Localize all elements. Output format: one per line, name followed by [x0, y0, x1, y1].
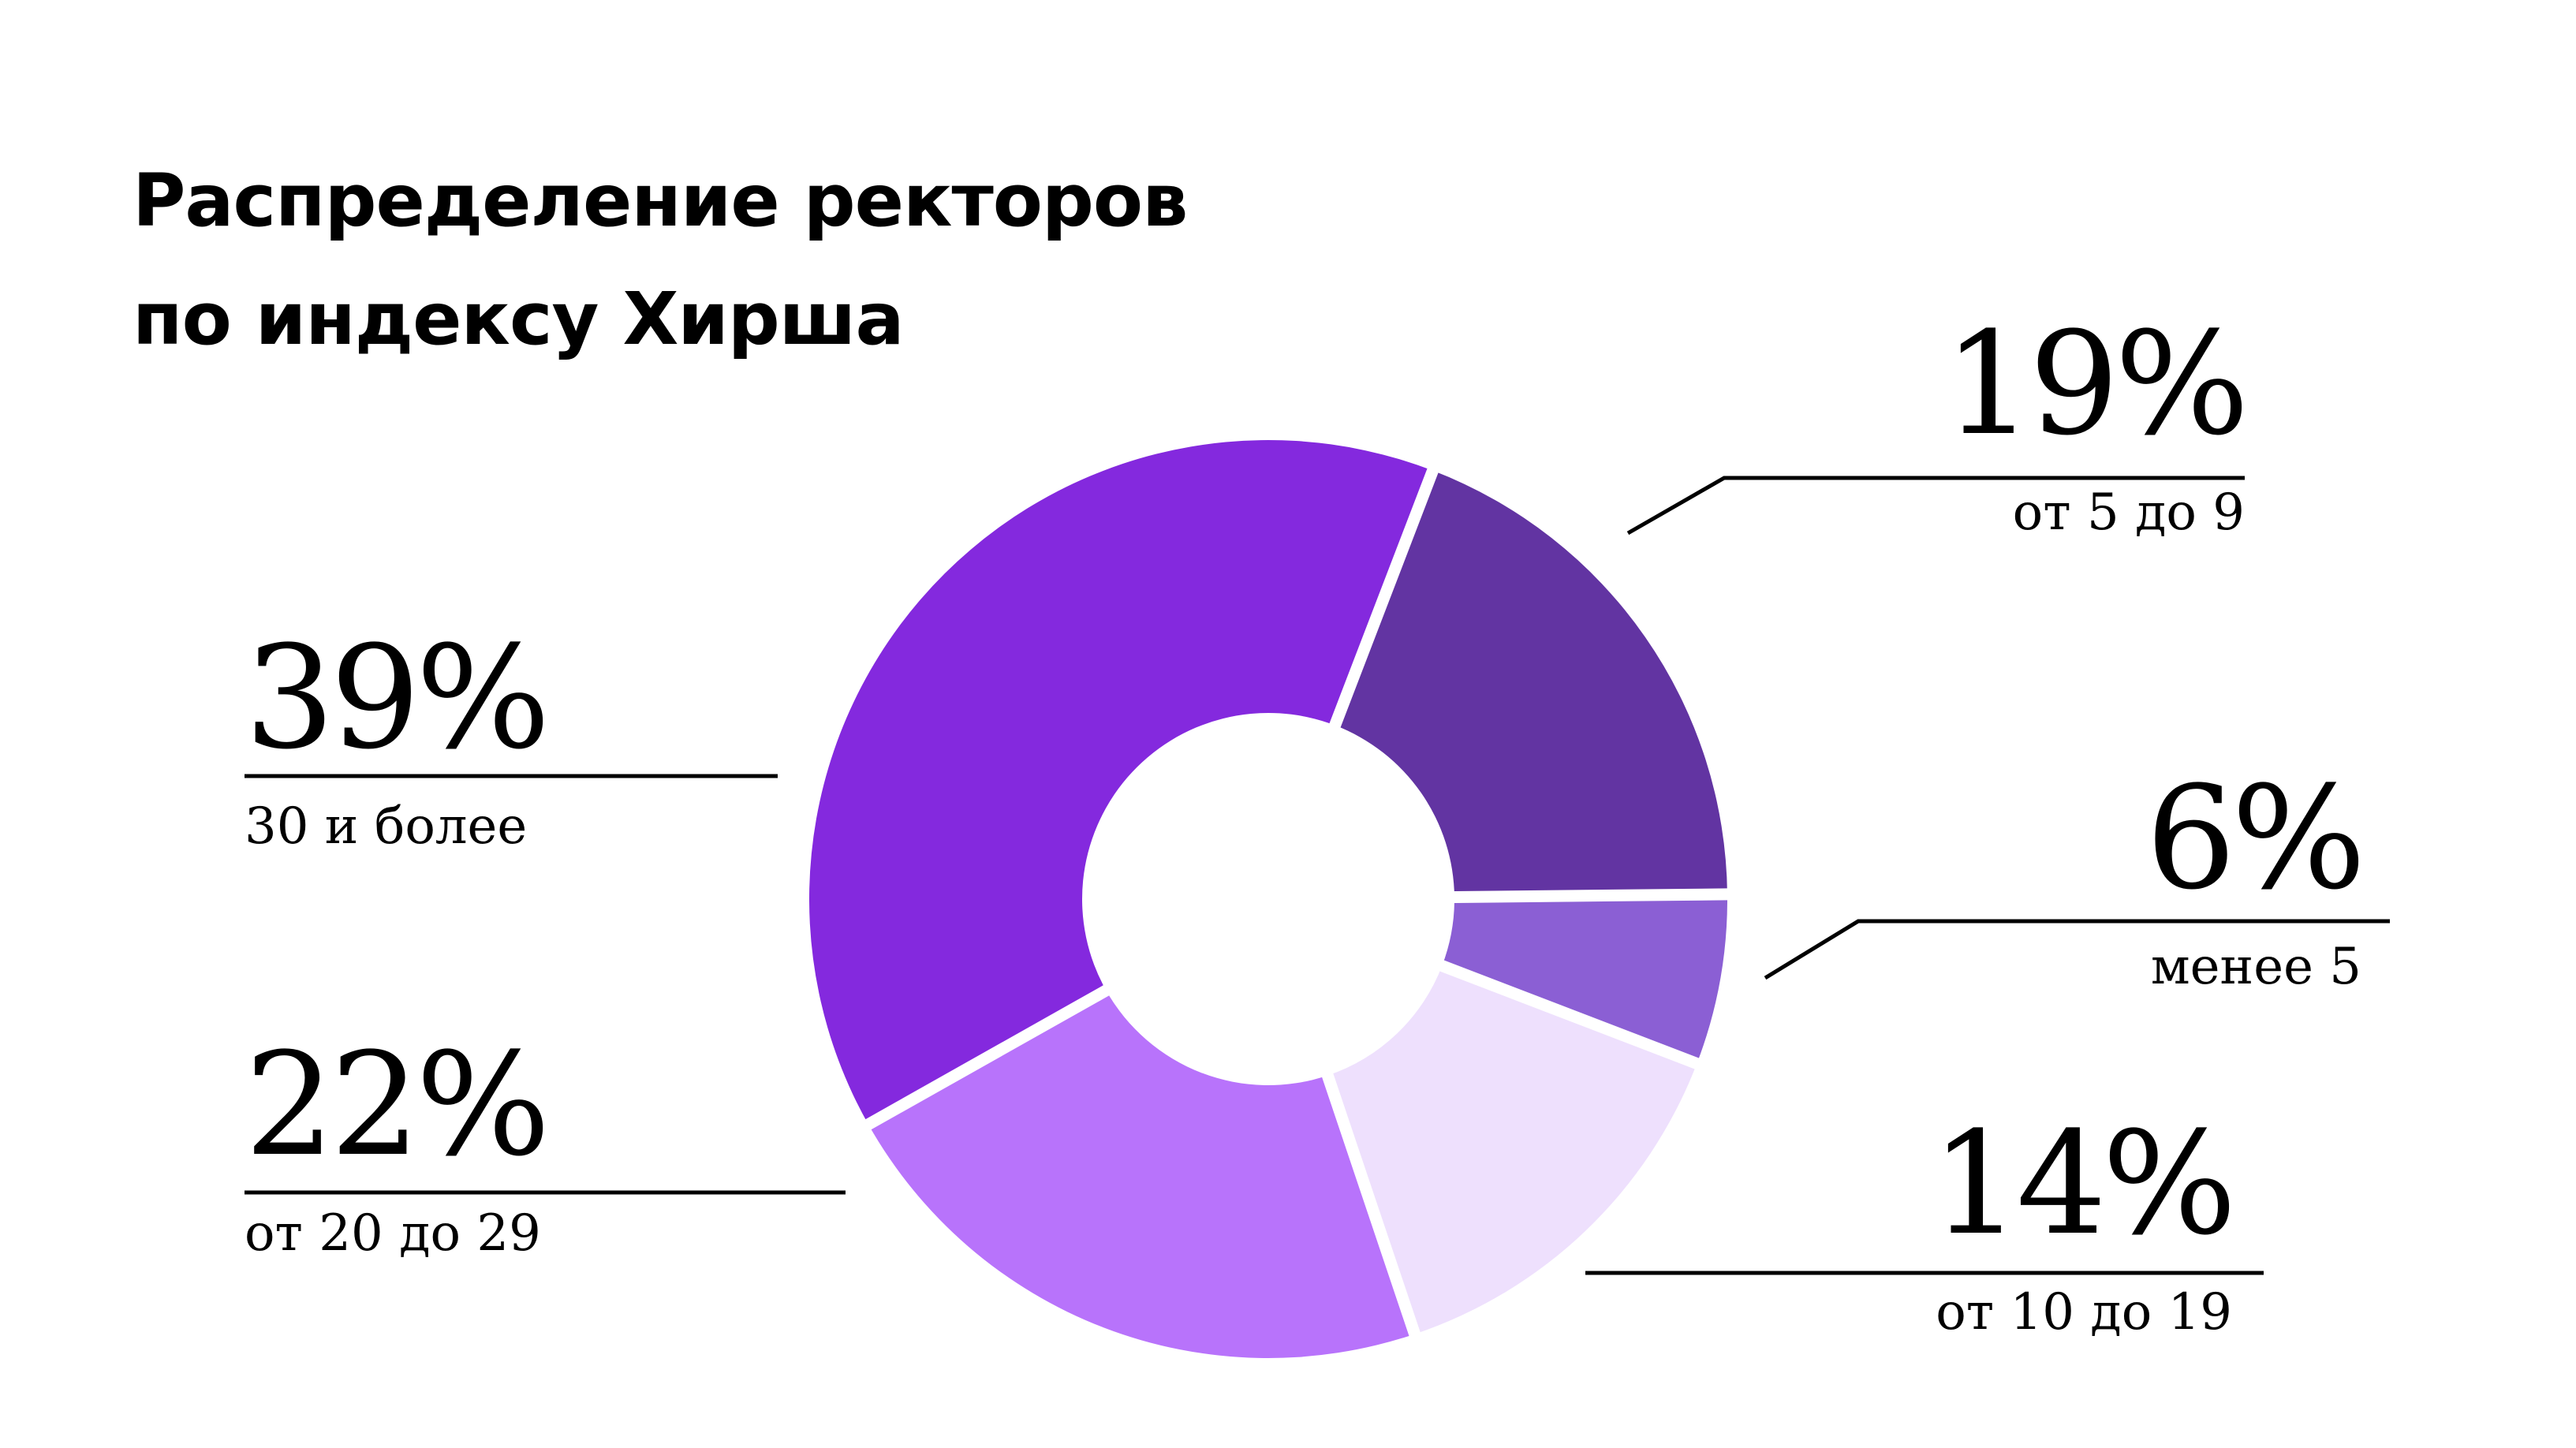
slice-value-label: 19%: [1943, 302, 2249, 467]
donut-slice-1: [1442, 894, 1727, 1064]
chart-title-line-2: по индексу Хирша: [133, 277, 905, 361]
slice-separator-2: [1432, 957, 1707, 1073]
slice-category-label: от 10 до 19: [1936, 1283, 2232, 1342]
label-block-slice-0: 19% от 5 до 9: [1943, 302, 2249, 542]
label-block-slice-3: 22% от 20 до 29: [245, 1023, 551, 1263]
leader-line-1: [1764, 919, 2390, 980]
label-block-slice-1: 6% менее 5: [2145, 756, 2366, 996]
slice-separator-1: [1446, 888, 1736, 904]
label-block-slice-2: 14% от 10 до 19: [1930, 1102, 2237, 1342]
donut-slice-3: [868, 990, 1415, 1358]
slice-value-label: 14%: [1930, 1102, 2237, 1267]
slice-value-label: 6%: [2145, 756, 2366, 921]
slice-separator-0: [1326, 461, 1442, 735]
donut-slice-2: [1327, 965, 1697, 1334]
slice-category-label: от 5 до 9: [2012, 483, 2245, 542]
slice-separator-3: [1319, 1065, 1423, 1344]
slice-category-label: от 20 до 29: [245, 1204, 541, 1263]
slice-value-label: 22%: [245, 1023, 551, 1188]
slice-category-label: менее 5: [2150, 938, 2361, 996]
slice-separator-4: [858, 981, 1116, 1134]
donut-slices: [809, 439, 1727, 1358]
donut-slice-4: [809, 439, 1433, 1125]
chart-title-line-1: Распределение ректоров: [133, 159, 1188, 243]
label-block-slice-4: 39% 30 и более: [245, 616, 551, 856]
slice-value-label: 39%: [245, 616, 551, 781]
donut-slice-0: [1335, 470, 1727, 898]
slice-category-label: 30 и более: [245, 797, 528, 856]
chart-title: Распределение ректоров по индексу Хирша: [133, 142, 1188, 379]
leader-line-0: [1626, 476, 2245, 536]
